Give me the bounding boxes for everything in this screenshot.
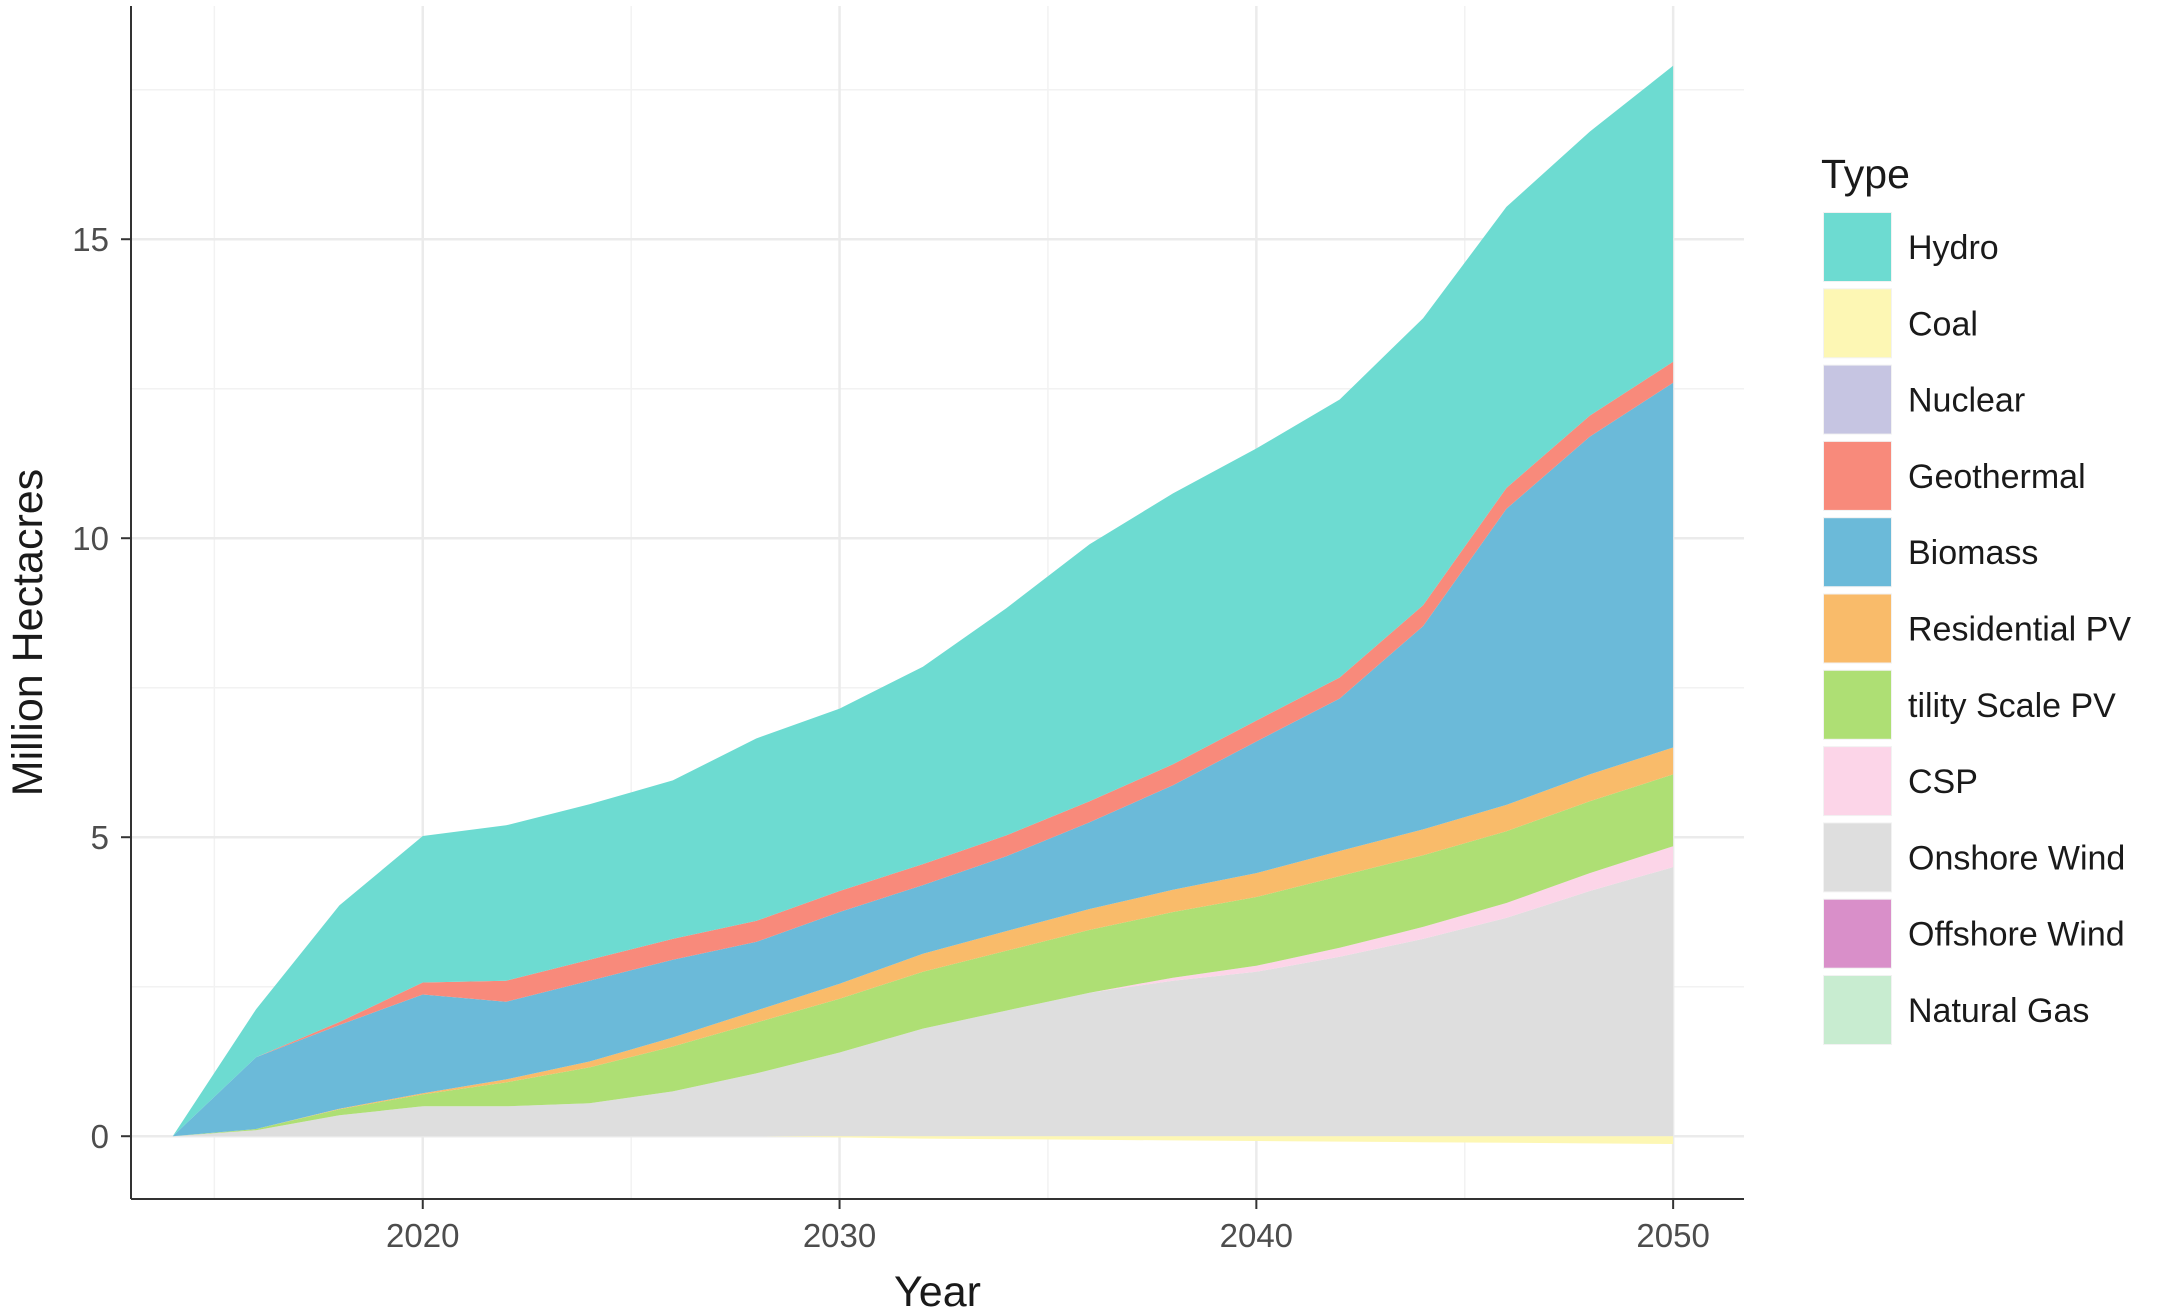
legend-label: Onshore Wind [1908,839,2125,877]
y-axis-title: Million Hectacres [4,469,52,796]
x-axis-ticks: 2020 2030 2040 2050 [386,1199,1710,1254]
area-coal [172,1136,1674,1144]
x-tick-label: 2050 [1636,1217,1709,1254]
legend-swatch [1824,518,1891,587]
area-biomass [172,382,1674,1137]
legend-swatch [1824,365,1891,434]
x-tick-label: 2030 [803,1217,876,1254]
legend-swatch [1824,670,1891,739]
legend-swatch [1824,899,1891,968]
legend-label: Offshore Wind [1908,916,2125,954]
legend-swatch [1824,747,1891,816]
axes [130,6,1744,1200]
x-axis-title: Year [894,1268,981,1314]
y-tick-label: 15 [72,221,109,258]
legend: Type Hydro Coal Nuclear Geothermal Biomass Re… [1821,151,2131,1045]
legend-label: Residential PV [1908,611,2131,649]
y-tick-label: 0 [91,1118,109,1155]
legend-swatch [1824,441,1891,510]
area-hydro [172,65,1674,1137]
legend-label: CSP [1908,763,1978,801]
legend-swatch [1824,213,1891,281]
legend-swatch [1824,823,1891,892]
y-axis-ticks: 0 5 10 15 [72,221,131,1155]
legend-swatch [1824,976,1891,1044]
legend-label: Coal [1908,305,1978,343]
legend-label: Hydro [1908,229,1999,267]
x-tick-label: 2020 [386,1217,459,1254]
legend-swatch [1824,594,1891,663]
legend-title: Type [1821,151,1910,197]
legend-label: Nuclear [1908,382,2025,420]
area-onshore-wind [172,867,1674,1137]
x-tick-label: 2040 [1220,1217,1293,1254]
stacked-areas [172,65,1674,1144]
y-tick-label: 5 [91,819,109,856]
legend-label: Natural Gas [1908,992,2089,1030]
legend-label: tility Scale PV [1908,687,2116,725]
legend-swatch [1824,289,1891,358]
y-tick-label: 10 [72,520,109,557]
legend-label: Geothermal [1908,458,2086,496]
legend-label: Biomass [1908,534,2038,572]
